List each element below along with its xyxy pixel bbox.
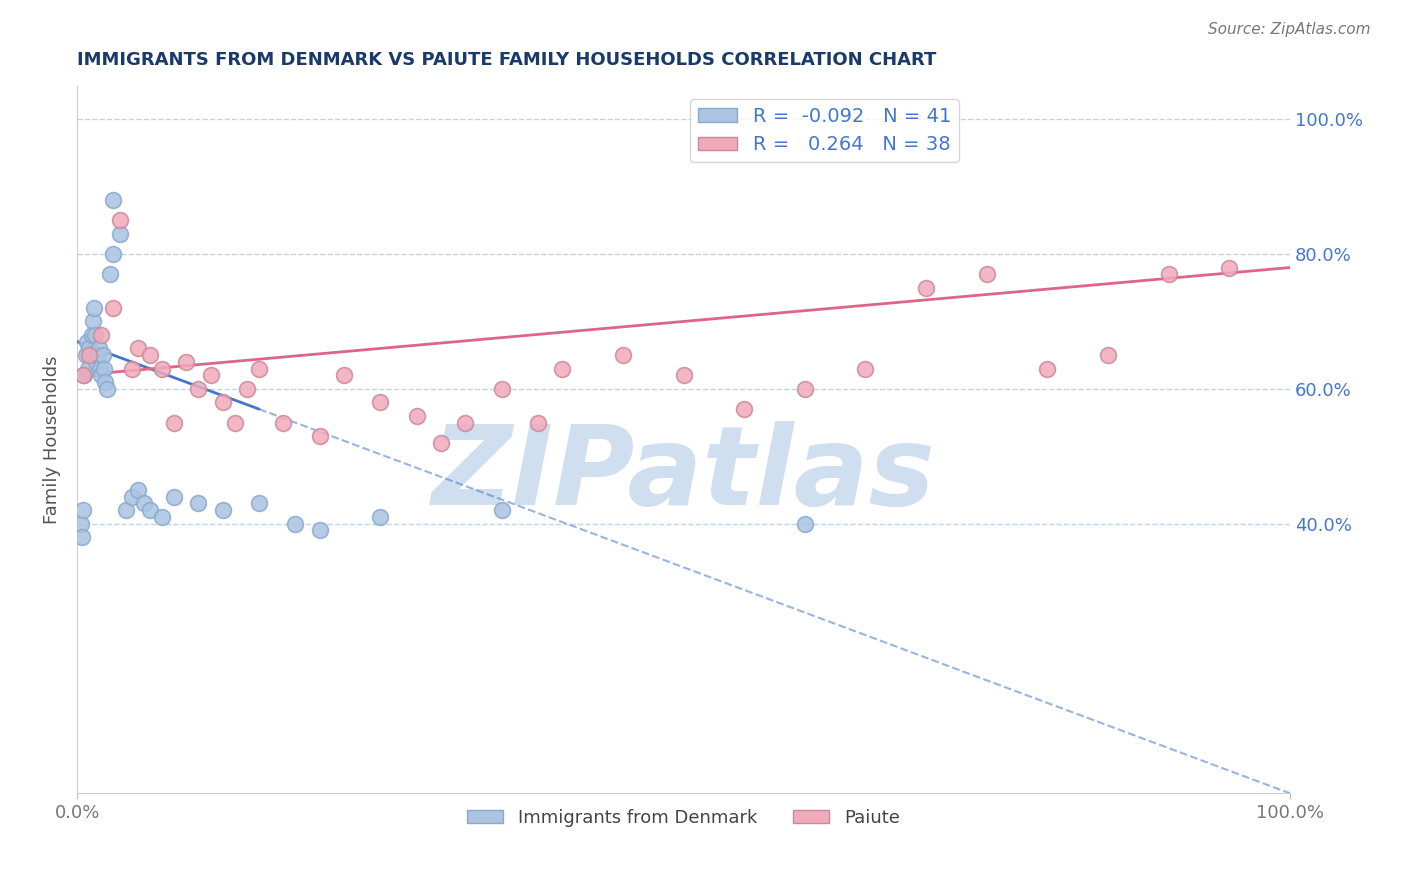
Point [103, 301, 125, 315]
Point [1218, 260, 1240, 275]
Point [103, 247, 125, 261]
Point [91, 348, 114, 362]
Point [915, 281, 938, 295]
Point [733, 402, 755, 417]
Point [69, 516, 91, 531]
Point [150, 510, 173, 524]
Point [93, 361, 115, 376]
Point [163, 490, 186, 504]
Point [127, 483, 149, 497]
Point [139, 348, 162, 362]
Point [1036, 361, 1059, 376]
Point [108, 213, 131, 227]
Point [84, 327, 107, 342]
Point [163, 416, 186, 430]
Point [793, 382, 815, 396]
Point [87, 342, 110, 356]
Point [86, 355, 108, 369]
Point [236, 382, 259, 396]
Point [551, 361, 574, 376]
Point [127, 342, 149, 356]
Point [247, 361, 270, 376]
Point [98, 267, 121, 281]
Point [139, 503, 162, 517]
Point [200, 368, 222, 383]
Point [976, 267, 998, 281]
Point [370, 395, 392, 409]
Point [90, 368, 112, 383]
Legend: Immigrants from Denmark, Paiute: Immigrants from Denmark, Paiute [460, 801, 907, 834]
Point [211, 395, 233, 409]
Point [370, 510, 392, 524]
Point [308, 524, 330, 538]
Point [793, 516, 815, 531]
Point [75, 348, 97, 362]
Point [672, 368, 695, 383]
Point [76, 334, 98, 349]
Text: ZIPatlas: ZIPatlas [432, 421, 935, 528]
Point [187, 382, 209, 396]
Point [114, 503, 136, 517]
Point [72, 368, 94, 383]
Text: IMMIGRANTS FROM DENMARK VS PAIUTE FAMILY HOUSEHOLDS CORRELATION CHART: IMMIGRANTS FROM DENMARK VS PAIUTE FAMILY… [77, 51, 936, 69]
Point [612, 348, 634, 362]
Point [1157, 267, 1180, 281]
Point [83, 301, 105, 315]
Point [224, 416, 246, 430]
Point [247, 496, 270, 510]
Point [82, 314, 104, 328]
Text: Source: ZipAtlas.com: Source: ZipAtlas.com [1208, 22, 1371, 37]
Point [77, 361, 100, 376]
Y-axis label: Family Households: Family Households [44, 355, 60, 524]
Point [174, 355, 197, 369]
Point [77, 342, 100, 356]
Point [96, 382, 118, 396]
Point [284, 516, 307, 531]
Point [491, 382, 513, 396]
Point [454, 416, 477, 430]
Point [108, 227, 131, 241]
Point [90, 327, 112, 342]
Point [271, 416, 294, 430]
Point [121, 361, 143, 376]
Point [491, 503, 513, 517]
Point [430, 435, 453, 450]
Point [77, 348, 100, 362]
Point [308, 429, 330, 443]
Point [72, 503, 94, 517]
Point [1097, 348, 1119, 362]
Point [405, 409, 427, 423]
Point [333, 368, 356, 383]
Point [132, 496, 155, 510]
Point [121, 490, 143, 504]
Point [527, 416, 550, 430]
Point [211, 503, 233, 517]
Point [79, 348, 101, 362]
Point [89, 361, 111, 376]
Point [86, 348, 108, 362]
Point [103, 193, 125, 207]
Point [80, 327, 103, 342]
Point [70, 530, 93, 544]
Point [855, 361, 877, 376]
Point [187, 496, 209, 510]
Point [73, 368, 96, 383]
Point [94, 375, 117, 389]
Point [150, 361, 173, 376]
